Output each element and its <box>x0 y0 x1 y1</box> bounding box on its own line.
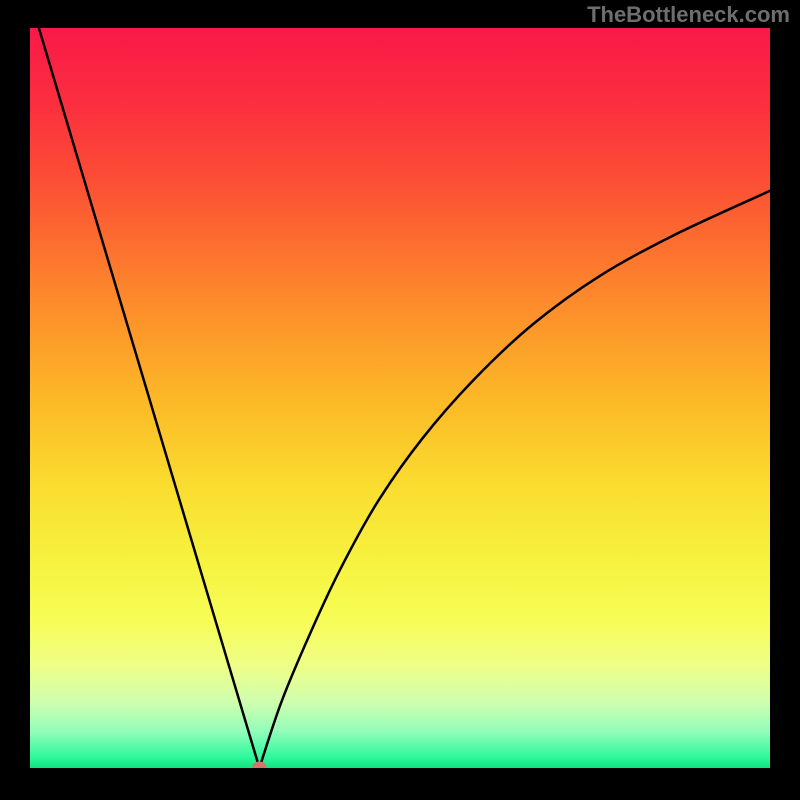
bottleneck-curve-chart <box>30 28 770 768</box>
watermark-text: TheBottleneck.com <box>587 2 790 28</box>
gradient-background <box>30 28 770 768</box>
chart-frame: TheBottleneck.com <box>0 0 800 800</box>
